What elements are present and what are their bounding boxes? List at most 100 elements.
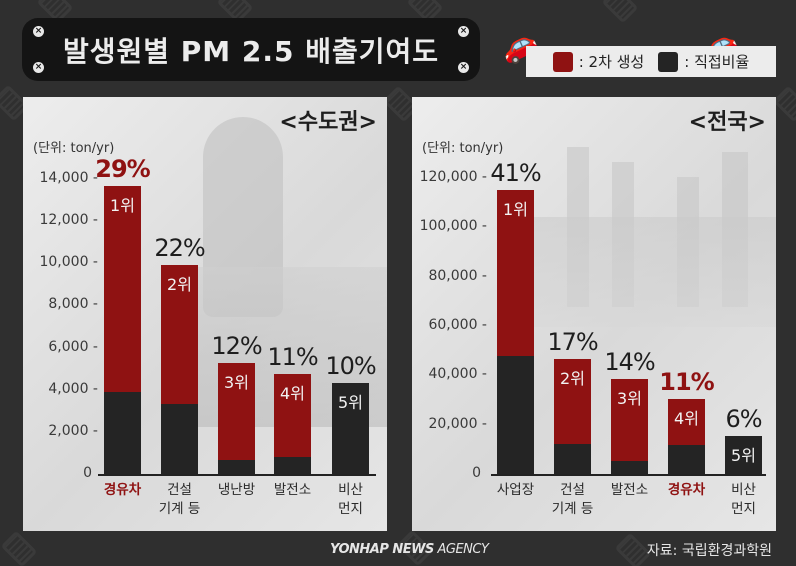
decorative-pattern-icon [0, 530, 38, 566]
category-label-line: 비산 [338, 482, 363, 498]
bar-segment-direct [611, 460, 648, 474]
category-label: 경유차 [93, 481, 153, 500]
y-axis-tick: 100,000 [420, 218, 487, 234]
bar-segment-secondary: 2위 [161, 264, 198, 405]
percent-label: 22% [154, 233, 205, 262]
bar-segment-secondary: 1위 [104, 185, 141, 393]
category-label-line: 발전소 [273, 482, 312, 498]
chart-region-title: <전국> [688, 110, 766, 135]
rank-label: 1위 [110, 195, 135, 215]
bar-segment-secondary: 3위 [218, 362, 255, 461]
category-label-line: 사업장 [496, 482, 535, 498]
category-label: 경유차 [657, 481, 717, 500]
screw-icon: × [33, 26, 44, 37]
y-axis-tick: 120,000 [420, 169, 487, 185]
agency-logo: YONHAP NEWS AGENCY [330, 542, 489, 557]
category-label-line: 먼지 [731, 501, 756, 517]
rank-label: 5위 [731, 446, 756, 465]
legend-item-direct: : 직접비율 [658, 51, 749, 72]
category-label: 발전소 [600, 481, 660, 500]
category-label-line: 기계 등 [158, 501, 201, 517]
stacked-bar: 4위 [274, 373, 311, 474]
percent-label: 11% [659, 368, 714, 396]
stacked-bar: 3위 [218, 362, 255, 474]
decorative-pattern-icon [772, 85, 796, 123]
screw-icon: × [458, 26, 469, 37]
legend-swatch-red [552, 51, 573, 72]
bar-segment-secondary: 2위 [554, 359, 591, 444]
category-label: 발전소 [263, 481, 323, 500]
stacked-bar: 4위 [668, 399, 705, 474]
category-label-line: 비산 [731, 482, 756, 498]
category-label-line: 냉난방 [217, 482, 256, 498]
category-label-line: 경유차 [667, 482, 706, 498]
rank-label: 2위 [560, 369, 585, 389]
category-label-line: 기계 등 [551, 501, 594, 517]
stacked-bar: 1위 [104, 185, 141, 474]
chart-panel-capital-area: <수도권> (단위: ton/yr) 14,000 12,000 10,000 8,0… [23, 97, 387, 531]
bar-segment-secondary: 4위 [274, 373, 311, 457]
y-axis-tick: 8,000 [48, 296, 98, 312]
legend-item-secondary: : 2차 생성 [552, 51, 645, 72]
percent-label: 10% [325, 351, 376, 380]
category-label-line: 경유차 [103, 482, 142, 498]
category-label-line: 건설 [560, 482, 585, 498]
stacked-bar: 5위 [725, 436, 762, 474]
legend-label: : 직접비율 [684, 53, 750, 71]
y-axis-tick: 0 [472, 465, 481, 481]
y-axis-tick: 40,000 [428, 366, 487, 382]
screw-icon: × [33, 62, 44, 73]
stacked-bar: 2위 [554, 359, 591, 474]
bar-segment-direct [161, 404, 198, 474]
rank-label: 2위 [167, 274, 192, 294]
y-axis-tick: 2,000 [48, 423, 98, 439]
y-axis-tick: 80,000 [428, 268, 487, 284]
bar-segment-secondary: 4위 [668, 399, 705, 445]
legend-label: : 2차 생성 [578, 53, 645, 71]
source-credit: 자료: 국립환경과학원 [646, 543, 772, 559]
screw-icon: × [458, 62, 469, 73]
percent-label: 6% [725, 405, 762, 433]
y-axis-tick: 12,000 [39, 212, 98, 228]
decorative-pattern-icon [614, 532, 652, 566]
x-axis-line [491, 474, 766, 476]
category-label-line: 먼지 [338, 501, 363, 517]
bar-segment-direct [218, 460, 255, 474]
agency-name-light: AGENCY [433, 542, 489, 557]
percent-label: 29% [95, 154, 150, 183]
percent-label: 11% [267, 342, 318, 371]
y-axis-tick: 0 [83, 465, 92, 481]
y-axis-tick: 6,000 [48, 339, 98, 355]
chart-legend: : 2차 생성 : 직접비율 [526, 46, 776, 77]
bar-segment-direct [554, 443, 591, 474]
rank-label: 3위 [617, 389, 642, 409]
category-label-line: 건설 [167, 482, 192, 498]
rank-label: 3위 [224, 372, 249, 392]
rank-label: 5위 [338, 392, 363, 412]
bar-segment-direct [274, 456, 311, 474]
rank-label: 1위 [503, 200, 528, 220]
y-axis-tick: 60,000 [428, 317, 487, 333]
category-label: 냉난방 [207, 481, 267, 500]
title-banner: × × × × 발생원별 PM 2.5 배출기여도 [22, 18, 480, 81]
stacked-bar: 2위 [161, 264, 198, 474]
category-label: 사업장 [486, 481, 546, 500]
rank-label: 4위 [280, 383, 305, 403]
decorative-pattern-icon [601, 0, 639, 24]
bar-segment-direct [668, 444, 705, 474]
percent-label: 17% [547, 328, 598, 357]
stacked-bar: 5위 [332, 382, 369, 474]
stacked-bar: 3위 [611, 379, 648, 474]
y-axis-tick: 4,000 [48, 381, 98, 397]
y-axis-unit: (단위: ton/yr) [422, 141, 504, 156]
y-axis-unit: (단위: ton/yr) [33, 141, 115, 156]
agency-name-bold: YONHAP NEWS [330, 542, 434, 557]
bar-segment-direct [104, 392, 141, 474]
category-label-line: 발전소 [610, 482, 649, 498]
bar-segment-direct: 5위 [725, 436, 762, 474]
y-axis-tick: 10,000 [39, 254, 98, 270]
